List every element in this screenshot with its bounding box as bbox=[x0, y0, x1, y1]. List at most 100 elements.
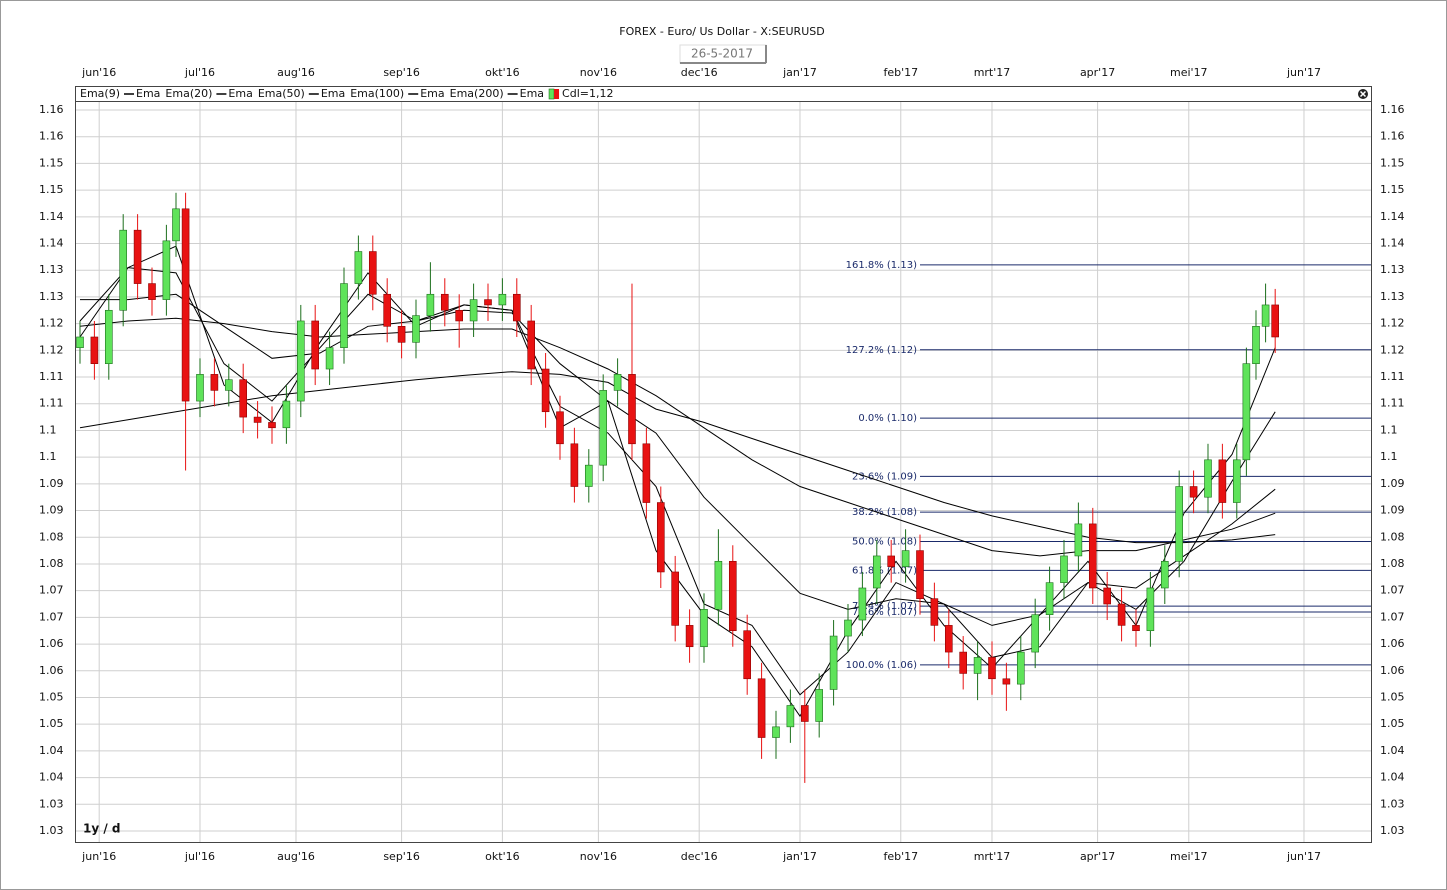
x-tick-label: apr'17 bbox=[1080, 850, 1115, 863]
candle-body bbox=[613, 374, 622, 391]
grid-layer bbox=[75, 102, 1372, 843]
y-tick-label: 1.12 bbox=[39, 317, 64, 330]
legend-candle-icon bbox=[548, 88, 555, 100]
candle-body bbox=[268, 422, 276, 429]
legend-label: Ema bbox=[420, 87, 444, 100]
y-tick-label: 1.16 bbox=[39, 103, 64, 116]
candle-body bbox=[383, 293, 391, 327]
candle-body bbox=[570, 443, 579, 487]
x-tick-label: aug'16 bbox=[277, 850, 315, 863]
candle-body bbox=[368, 251, 377, 295]
candle-body bbox=[148, 283, 156, 300]
x-tick-label-top: aug'16 bbox=[277, 66, 315, 79]
plot-border bbox=[75, 86, 1372, 843]
candle-body bbox=[901, 550, 910, 567]
candle-body bbox=[397, 326, 406, 343]
candle-body bbox=[172, 208, 180, 242]
x-tick-label: jun'16 bbox=[81, 850, 116, 863]
candle-layer bbox=[76, 192, 1279, 783]
candle-body bbox=[1016, 651, 1025, 685]
candle-body bbox=[455, 309, 463, 322]
legend-name: Ema(100) bbox=[350, 87, 404, 100]
candle-body bbox=[1232, 459, 1241, 503]
y-tick-label: 1.03 bbox=[39, 824, 64, 837]
y-tick-label-right: 1.06 bbox=[1380, 664, 1405, 677]
candle-body bbox=[1204, 459, 1212, 498]
y-tick-label-right: 1.15 bbox=[1380, 183, 1405, 196]
y-tick-label: 1.12 bbox=[39, 343, 64, 356]
y-tick-label-right: 1.08 bbox=[1380, 530, 1405, 543]
candle-body bbox=[800, 705, 809, 722]
y-tick-label-right: 1.13 bbox=[1380, 263, 1405, 276]
candle-body bbox=[311, 320, 319, 370]
candle-body bbox=[1132, 625, 1140, 632]
candle-body bbox=[1189, 486, 1198, 498]
x-tick-label-top: feb'17 bbox=[883, 66, 918, 79]
y-tick-label: 1.15 bbox=[39, 156, 64, 169]
legend-name: Ema(50) bbox=[258, 87, 305, 100]
y-tick-label: 1.05 bbox=[39, 690, 64, 703]
fib-label: 23.6% (1.09) bbox=[852, 471, 917, 482]
candle-body bbox=[599, 390, 607, 466]
candle-body bbox=[858, 587, 867, 621]
candle-body bbox=[224, 379, 233, 391]
x-tick-label: okt'16 bbox=[485, 850, 519, 863]
date-label: 26-5-2017 bbox=[691, 47, 753, 61]
legend: Ema(9) Ema Ema(20) Ema Ema(50) Ema Ema(100) Ema… bbox=[80, 87, 613, 100]
candle-body bbox=[325, 347, 334, 370]
candle-body bbox=[1088, 523, 1097, 589]
y-tick-label-right: 1.16 bbox=[1380, 130, 1405, 143]
candle-body bbox=[1242, 363, 1251, 461]
candle-body bbox=[282, 400, 291, 429]
x-tick-label-top: mrt'17 bbox=[974, 66, 1011, 79]
y-tick-label: 1.1 bbox=[39, 423, 57, 436]
legend-label: Ema bbox=[520, 87, 544, 100]
close-button[interactable] bbox=[1358, 89, 1368, 99]
y-tick-label: 1.15 bbox=[39, 183, 64, 196]
candle-body bbox=[210, 374, 219, 391]
candle-body bbox=[1252, 326, 1260, 364]
y-tick-label-right: 1.05 bbox=[1380, 717, 1405, 730]
candle-body bbox=[959, 651, 967, 674]
candle-body bbox=[714, 560, 723, 610]
candle-body bbox=[76, 336, 84, 348]
candle-body bbox=[340, 283, 348, 348]
y-tick-label-right: 1.04 bbox=[1380, 771, 1405, 784]
candle-body bbox=[757, 678, 766, 738]
y-tick-label-right: 1.07 bbox=[1380, 584, 1405, 597]
y-tick-label-right: 1.03 bbox=[1380, 824, 1405, 837]
y-tick-label-right: 1.05 bbox=[1380, 690, 1405, 703]
ema-line bbox=[79, 267, 1276, 696]
y-tick-label-right: 1.11 bbox=[1380, 397, 1405, 410]
x-tick-label-top: jul'16 bbox=[184, 66, 215, 79]
candle-body bbox=[498, 293, 507, 306]
candle-body bbox=[1160, 560, 1169, 589]
candle-body bbox=[1261, 304, 1270, 327]
ema-line bbox=[79, 245, 1276, 718]
x-tick-label: mrt'17 bbox=[974, 850, 1011, 863]
x-tick-label: jan'17 bbox=[782, 850, 817, 863]
legend-candle-icon bbox=[554, 89, 560, 99]
candle-body bbox=[944, 625, 953, 653]
candle-body bbox=[1146, 587, 1155, 632]
candle-body bbox=[628, 374, 636, 445]
candle-body bbox=[872, 555, 881, 589]
y-tick-label-right: 1.11 bbox=[1380, 370, 1405, 383]
ema-line bbox=[80, 293, 1276, 626]
candle-body bbox=[440, 293, 449, 311]
candle-body bbox=[1218, 459, 1227, 503]
candle-body bbox=[815, 689, 823, 722]
candle-body bbox=[786, 705, 795, 728]
fib-label: 38.2% (1.08) bbox=[852, 507, 917, 518]
period-label: 1y / d bbox=[83, 822, 121, 836]
candle-body bbox=[656, 502, 665, 573]
candle-body bbox=[412, 315, 420, 343]
y-tick-label-right: 1.03 bbox=[1380, 797, 1405, 810]
fib-layer: 161.8% (1.13) 127.2% (1.12) 0.0% (1.10) 23.… bbox=[846, 260, 1372, 671]
y-tick-label-right: 1.13 bbox=[1380, 290, 1405, 303]
legend-candle-label: Cdl=1,12 bbox=[562, 87, 613, 100]
candle-body bbox=[584, 464, 593, 487]
candle-body bbox=[887, 555, 895, 567]
candle-body bbox=[90, 336, 99, 364]
